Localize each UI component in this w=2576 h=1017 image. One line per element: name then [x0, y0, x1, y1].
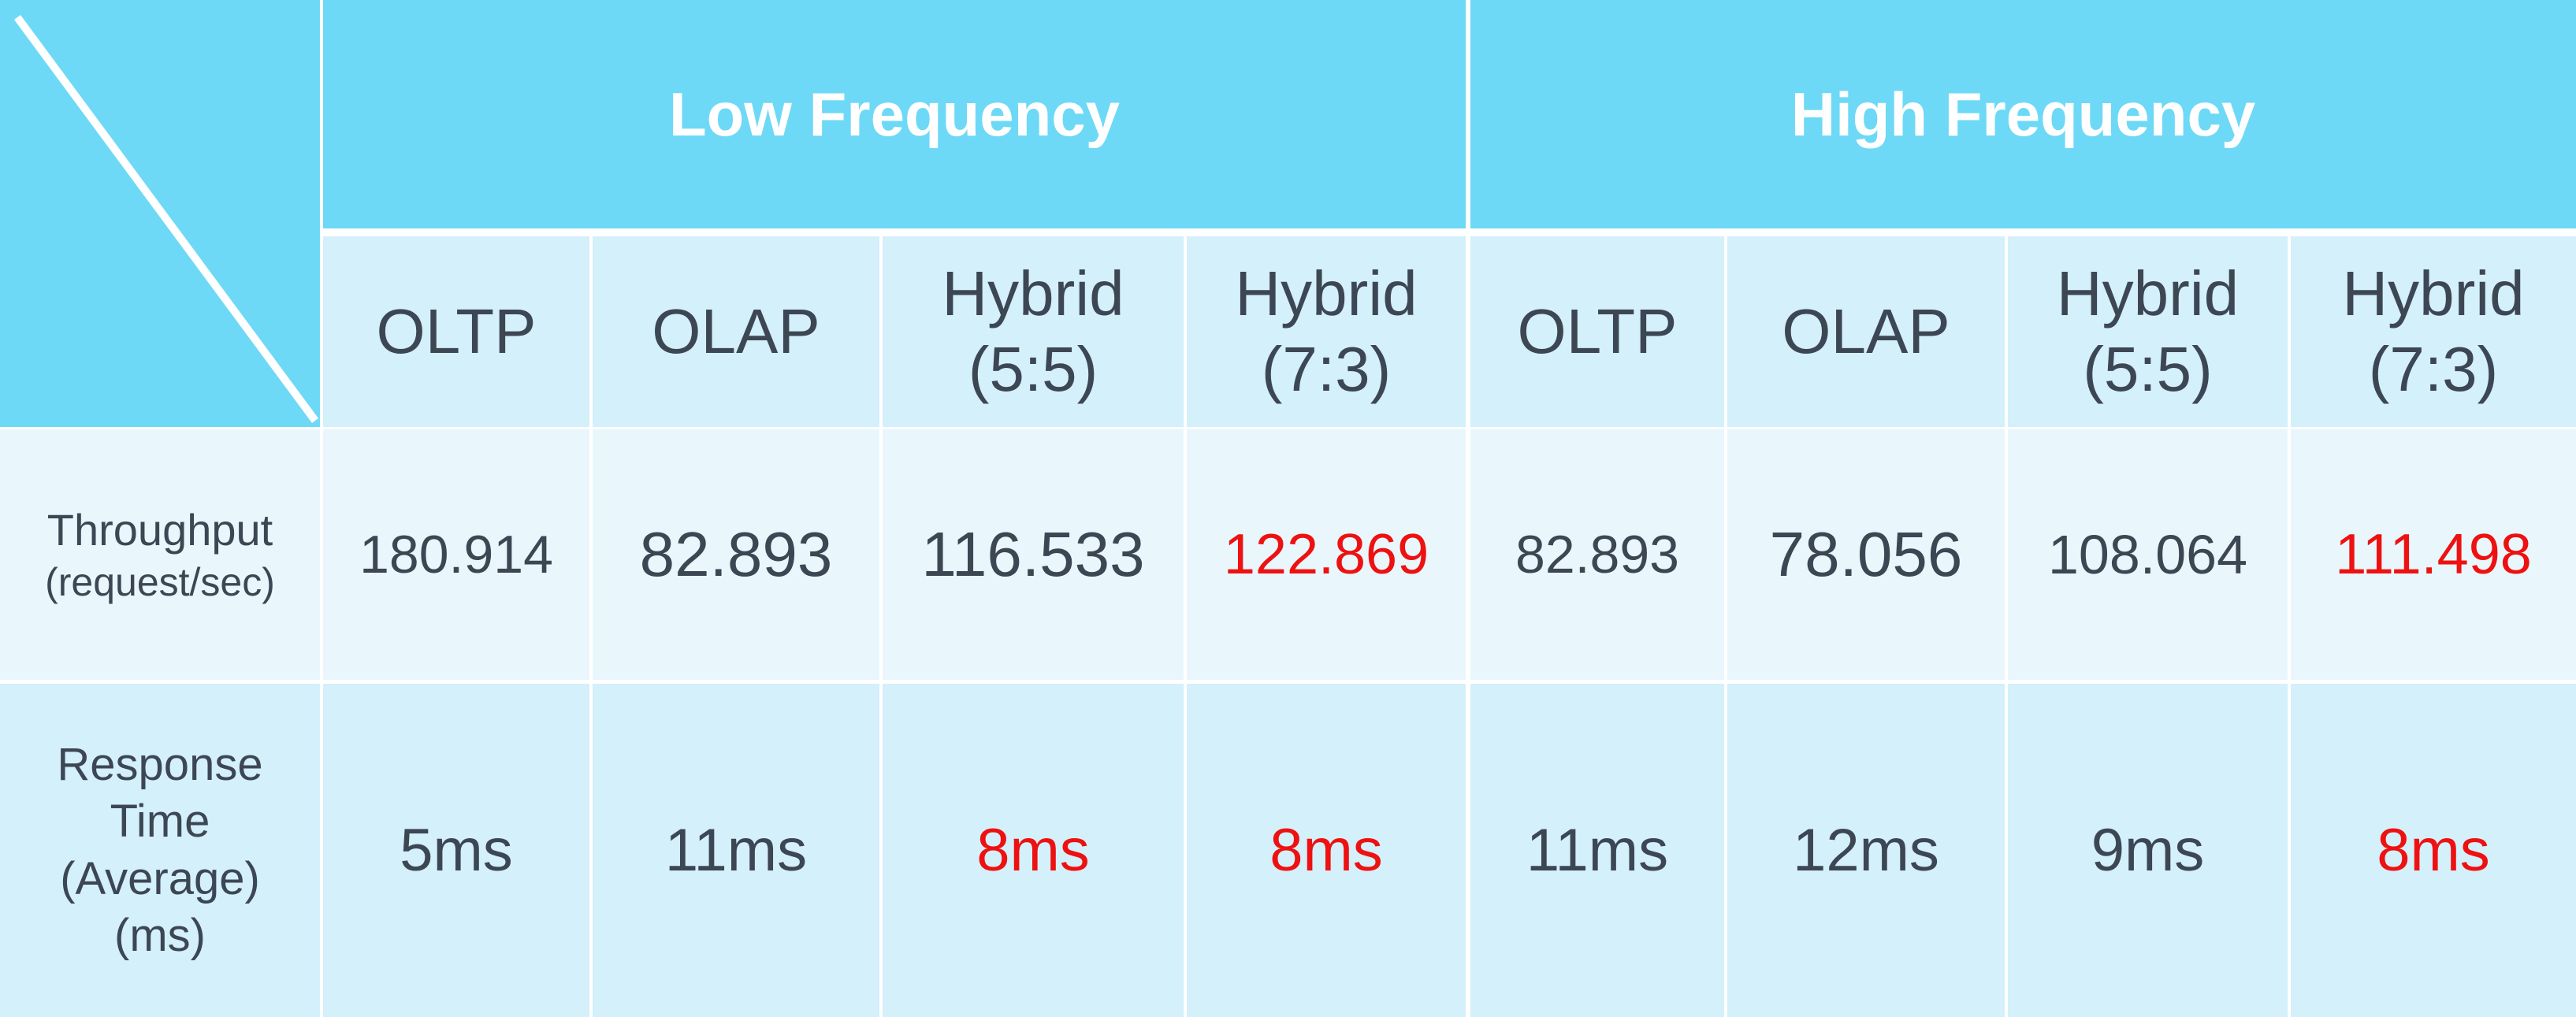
table-cell: 9ms — [2008, 684, 2288, 1017]
table-cell: 108.064 — [2008, 429, 2288, 680]
highlighted-value: 122.869 — [1223, 523, 1429, 586]
cell-value: 82.893 — [1515, 525, 1679, 585]
highlighted-value: 8ms — [2377, 817, 2490, 884]
column-header-line1: OLAP — [652, 296, 820, 366]
cell-value: 78.056 — [1769, 519, 1963, 589]
column-header: OLAP — [593, 236, 879, 427]
column-header-line2: (5:5) — [968, 334, 1098, 404]
table-cell: 180.914 — [323, 429, 589, 680]
row-label: Throughput — [46, 504, 273, 555]
highlighted-value: 8ms — [1269, 817, 1383, 884]
cell-value: 12ms — [1793, 817, 1939, 884]
table-cell: 11ms — [1470, 684, 1724, 1017]
table-cell: 11ms — [593, 684, 879, 1017]
cell-value: 11ms — [664, 817, 808, 884]
column-header: Hybrid (5:5) — [883, 236, 1184, 427]
row-label: Response Time (Average) (ms) — [57, 738, 263, 962]
column-header: Hybrid (7:3) — [1187, 236, 1466, 427]
cell-value: 9ms — [2091, 817, 2205, 884]
column-header: OLAP — [1727, 236, 2005, 427]
column-header: Hybrid (7:3) — [2291, 236, 2576, 427]
highlighted-value: 8ms — [976, 817, 1090, 884]
cell-value: 108.064 — [2047, 524, 2248, 585]
row-header: Throughput (request/sec) — [0, 429, 320, 680]
row-header: Response Time (Average) (ms) — [0, 684, 320, 1017]
column-header-line2: (7:3) — [2368, 334, 2499, 404]
table-cell: 5ms — [323, 684, 589, 1017]
table-cell: 116.533 — [883, 429, 1184, 680]
diagonal-line — [13, 15, 319, 423]
column-header-line1: OLAP — [1782, 296, 1950, 366]
highlighted-value: 111.498 — [2335, 523, 2532, 586]
table-cell: 8ms — [883, 684, 1184, 1017]
row-unit: (request/sec) — [45, 559, 275, 604]
group-header-low-frequency: Low Frequency — [323, 0, 1466, 228]
column-header-line2: (7:3) — [1261, 334, 1392, 404]
column-header: OLTP — [1470, 236, 1724, 427]
table-cell: 12ms — [1727, 684, 2005, 1017]
column-header-line1: Hybrid — [2056, 258, 2240, 328]
table-cell: 78.056 — [1727, 429, 2005, 680]
table-cell: 111.498 — [2291, 429, 2576, 680]
cell-value: 180.914 — [359, 525, 553, 585]
table-cell: 122.869 — [1187, 429, 1466, 680]
cell-value: 5ms — [400, 817, 513, 884]
column-header-line1: OLTP — [376, 296, 537, 366]
column-header-line1: OLTP — [1517, 296, 1678, 366]
corner-cell — [0, 0, 320, 427]
column-header-line1: Hybrid — [1235, 258, 1418, 328]
column-header-line1: Hybrid — [942, 258, 1124, 328]
cell-value: 116.533 — [921, 519, 1145, 589]
column-header-line2: (5:5) — [2083, 334, 2213, 404]
column-header: OLTP — [323, 236, 589, 427]
group-header-high-frequency: High Frequency — [1470, 0, 2576, 228]
table-cell: 8ms — [1187, 684, 1466, 1017]
table-cell: 8ms — [2291, 684, 2576, 1017]
cell-value: 82.893 — [639, 519, 833, 589]
table-cell: 82.893 — [593, 429, 879, 680]
cell-value: 11ms — [1526, 817, 1669, 884]
table-cell: 82.893 — [1470, 429, 1724, 680]
column-header: Hybrid (5:5) — [2008, 236, 2288, 427]
column-header-line1: Hybrid — [2342, 258, 2525, 328]
